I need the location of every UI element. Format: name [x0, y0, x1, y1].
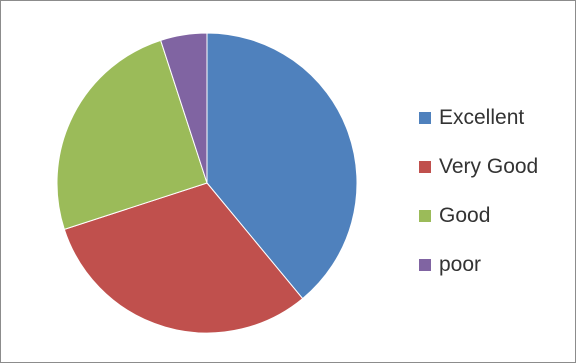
legend-item-poor: poor	[419, 240, 538, 289]
legend-swatch-good	[419, 209, 431, 222]
pie-slice-very-good	[63, 182, 304, 334]
pie-slice-excellent	[206, 32, 358, 300]
legend-item-good: Good	[419, 191, 538, 240]
legend-label-very-good: Very Good	[439, 154, 539, 178]
legend-swatch-excellent	[419, 111, 431, 124]
legend: Excellent Very Good Good poor	[419, 93, 538, 289]
pie-slice-poor	[160, 32, 208, 184]
legend-label-good: Good	[439, 203, 491, 227]
legend-swatch-very-good	[419, 160, 431, 173]
legend-item-very-good: Very Good	[419, 142, 538, 191]
legend-label-excellent: Excellent	[439, 105, 525, 129]
legend-label-poor: poor	[439, 252, 482, 276]
legend-swatch-poor	[419, 258, 431, 271]
pie-slice-good	[56, 39, 208, 230]
legend-item-excellent: Excellent	[419, 93, 538, 142]
